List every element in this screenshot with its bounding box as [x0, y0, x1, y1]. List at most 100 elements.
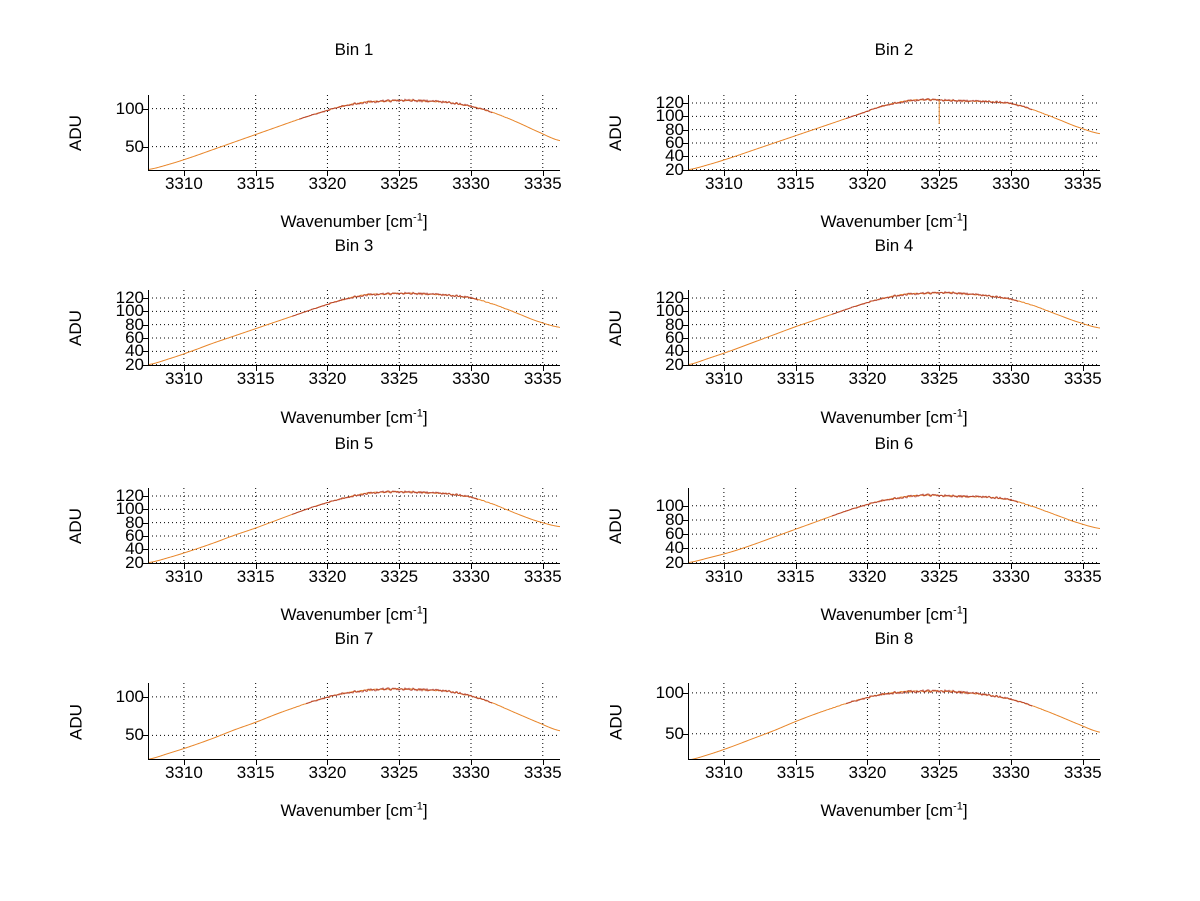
axes-area-8: 50 100 3310 3315 3320 3325 3330 3335 [656, 683, 1102, 782]
x-tick-label: 3330 [992, 763, 1030, 782]
y-tick-mark [683, 298, 688, 299]
x-tick-label: 3320 [308, 567, 347, 586]
x-tick-label: 3325 [380, 174, 419, 193]
x-tick-label: 3335 [523, 369, 562, 388]
y-tick-label: 100 [655, 106, 684, 126]
x-tick-mark [327, 564, 329, 569]
panel-title-1: Bin 1 [334, 40, 374, 59]
y-axis-label-2: ADU [606, 115, 625, 151]
x-tick-mark [867, 366, 869, 371]
y-tick-mark [683, 129, 688, 131]
x-tick-mark [327, 171, 329, 176]
x-tick-label: 3335 [1063, 174, 1102, 193]
y-tick-mark [143, 496, 148, 497]
subplot-panel-4: Bin 4 20 40 60 80 100 120 3310 3315 3320 3325 3330 3… [578, 236, 1140, 438]
x-axis-label-exponent: -1 [413, 800, 423, 813]
x-tick-mark [399, 366, 401, 371]
plot-canvas-5 [148, 488, 560, 564]
axis-spine-left [688, 683, 689, 760]
series-line-noisy [291, 490, 479, 515]
axes-background [148, 290, 560, 366]
y-tick-label: 120 [655, 93, 684, 112]
x-tick-mark [939, 171, 941, 176]
y-tick-mark [143, 351, 148, 353]
y-tick-mark [143, 562, 148, 564]
x-axis-label-exponent: -1 [413, 407, 423, 420]
axes-background [688, 488, 1100, 564]
y-tick-label: 100 [115, 98, 144, 118]
axes-background [688, 290, 1100, 366]
x-axis-label-text: Wavenumber [cm [280, 801, 414, 820]
y-tick-label: 40 [125, 341, 144, 361]
y-tick-label: 80 [125, 512, 144, 532]
y-tick-label: 40 [665, 146, 684, 166]
axis-spine-bottom [148, 170, 560, 171]
x-axis-label-exponent: -1 [953, 800, 963, 813]
x-tick-mark [939, 760, 941, 765]
x-axis-label-bracket: ] [962, 605, 968, 624]
x-tick-mark [183, 171, 185, 176]
y-tick-mark [683, 364, 688, 366]
y-tick-mark [143, 324, 148, 326]
axes-area-3: 20 40 60 80 100 120 3310 3315 3320 3325 3330 3335 [116, 289, 562, 388]
x-tick-label: 3310 [704, 567, 743, 586]
x-axis-label-exponent: -1 [413, 211, 423, 224]
plot-canvas-6 [688, 488, 1100, 564]
x-tick-mark [867, 564, 869, 569]
x-tick-mark [1010, 760, 1012, 765]
x-tick-mark [939, 366, 941, 371]
subplot-panel-7: Bin 7 50 100 3310 3315 3320 3325 3330 3335 ADU Wav… [38, 629, 600, 831]
x-tick-label: 3310 [164, 763, 203, 782]
x-tick-label: 3335 [523, 567, 562, 586]
x-tick-label: 3320 [848, 369, 887, 388]
panel-title-6: Bin 6 [874, 434, 914, 453]
gridlines [688, 683, 1100, 760]
x-tick-mark [795, 564, 797, 569]
axis-spine-bottom [148, 759, 560, 760]
x-tick-label: 3320 [848, 174, 887, 193]
x-tick-mark [470, 366, 472, 371]
x-tick-mark [399, 760, 401, 765]
y-tick-mark [683, 692, 688, 694]
y-tick-mark [683, 156, 688, 158]
x-tick-mark [1082, 366, 1084, 371]
y-tick-mark [143, 522, 148, 524]
axis-spine-bottom [688, 563, 1100, 564]
x-tick-label: 3315 [776, 369, 815, 388]
x-tick-mark [795, 760, 797, 765]
panel-title-4: Bin 4 [874, 236, 914, 255]
y-tick-label: 60 [665, 133, 684, 152]
x-axis-label-text: Wavenumber [cm [280, 408, 414, 427]
gridlines [148, 683, 560, 760]
y-axis-label-1: ADU [66, 115, 85, 151]
x-tick-label: 3325 [380, 369, 419, 388]
x-tick-label: 3320 [308, 763, 347, 782]
x-tick-mark [183, 366, 185, 371]
x-tick-label: 3315 [236, 369, 275, 388]
gridlines [148, 95, 560, 171]
y-tick-label: 50 [125, 725, 144, 745]
panel-title-3: Bin 3 [334, 236, 374, 255]
series-line-noisy [291, 291, 479, 317]
y-tick-label: 100 [655, 495, 684, 515]
x-tick-label: 3330 [452, 174, 490, 193]
y-tick-mark [143, 735, 148, 737]
x-tick-mark [723, 760, 725, 765]
y-tick-mark [683, 548, 688, 550]
x-axis-label-5: Wavenumber [cm-1] [148, 605, 560, 625]
x-tick-mark [255, 171, 257, 176]
y-tick-mark [683, 169, 688, 171]
y-tick-label: 80 [125, 314, 144, 334]
y-tick-label: 50 [665, 723, 684, 743]
x-tick-label: 3310 [164, 369, 203, 388]
y-tick-mark [683, 338, 688, 339]
x-axis-label-exponent: -1 [953, 211, 963, 224]
x-axis-label-bracket: ] [422, 212, 428, 231]
axes-area-4: 20 40 60 80 100 120 3310 3315 3320 3325 3330 3335 [656, 289, 1102, 388]
x-tick-mark [1010, 564, 1012, 569]
y-tick-label: 40 [125, 539, 144, 559]
series-line-smooth [148, 490, 560, 564]
series-line-noisy [845, 688, 1033, 707]
y-tick-label: 40 [665, 538, 684, 558]
subplot-panel-8: Bin 8 50 100 3310 3315 3320 3325 3330 3335 ADU Wav… [578, 629, 1140, 831]
